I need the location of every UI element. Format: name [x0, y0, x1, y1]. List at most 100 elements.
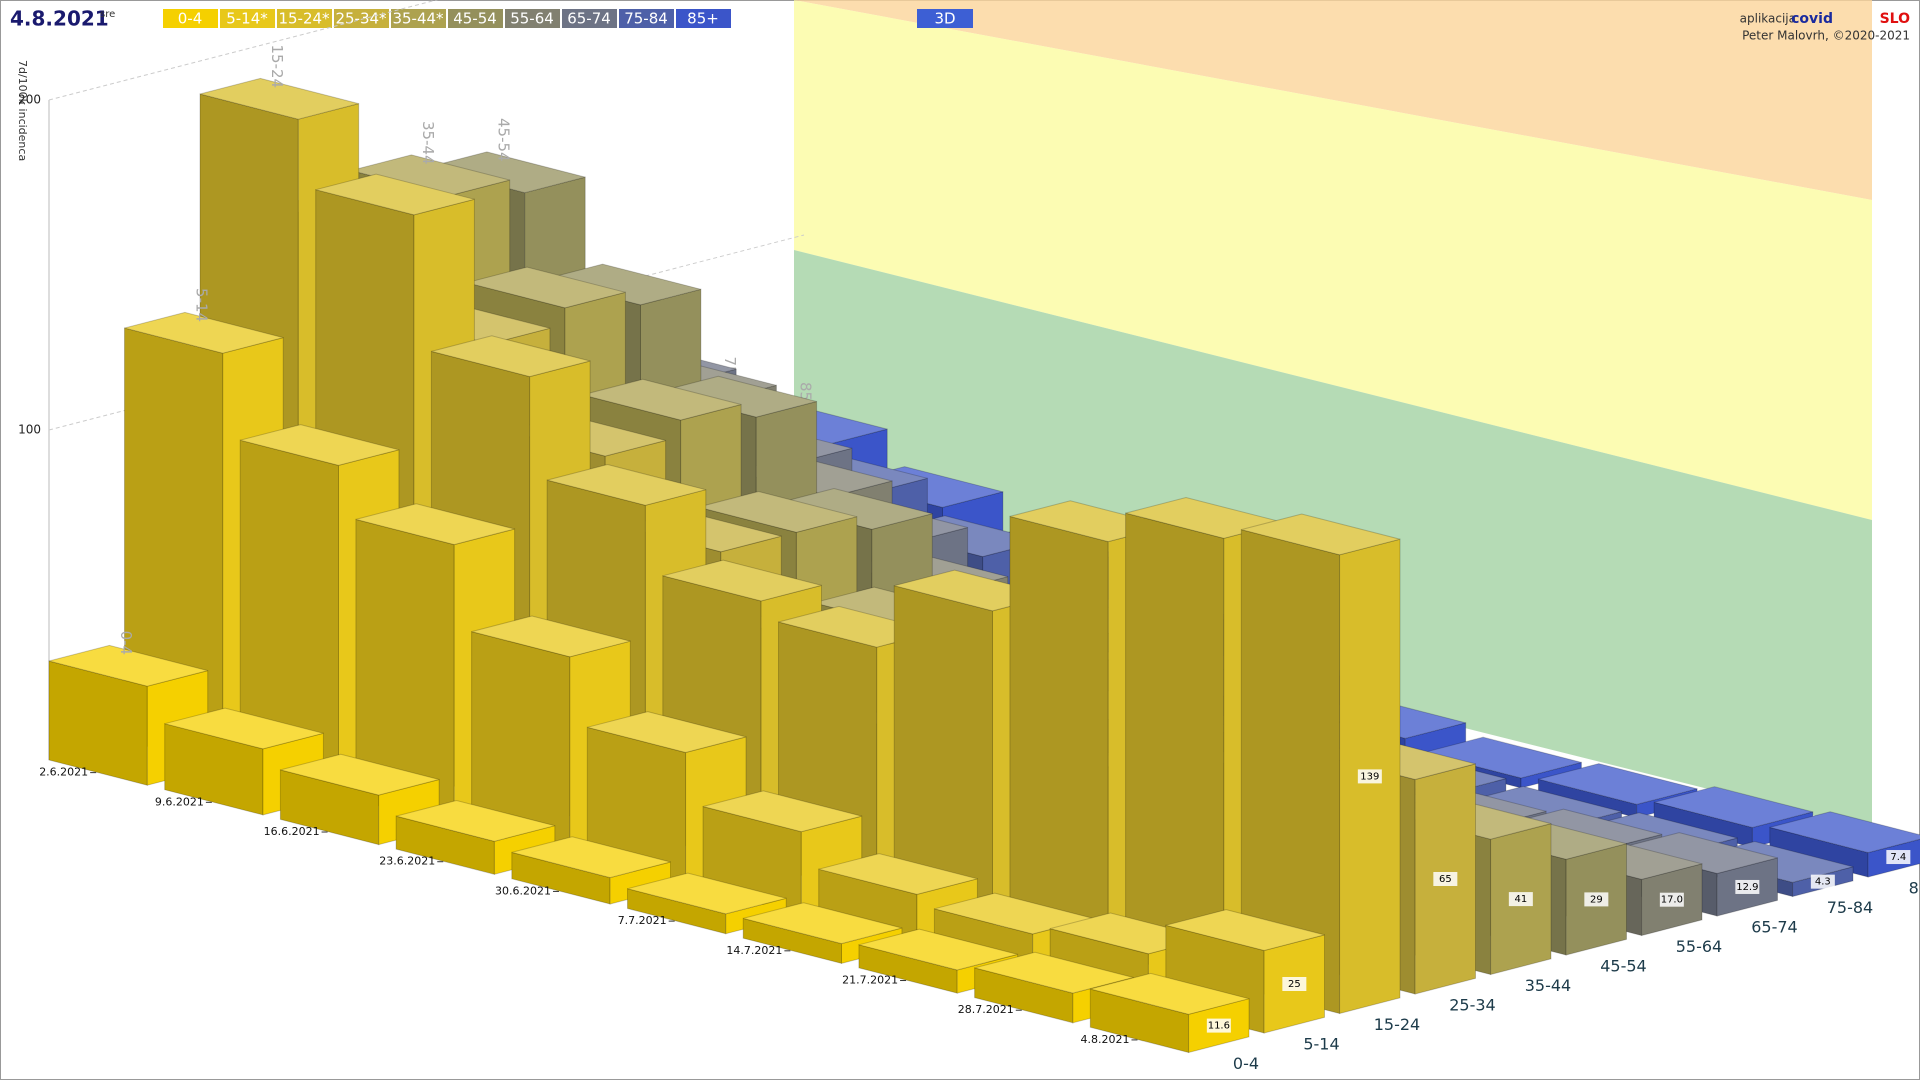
app-name-b: SLO: [1880, 11, 1911, 27]
bar-top: [1165, 909, 1325, 952]
bar-top: [582, 378, 742, 421]
legend-swatch[interactable]: [391, 9, 446, 28]
app-prefix: aplikacija: [1740, 12, 1796, 26]
legend-swatch[interactable]: [619, 9, 674, 28]
legend-swatch[interactable]: [163, 9, 218, 28]
legend-label: 45-54: [453, 10, 497, 28]
legend-swatch[interactable]: [220, 9, 275, 28]
bar-top: [587, 711, 747, 754]
value-label: 25: [1288, 979, 1301, 990]
category-label: 65-74: [1751, 918, 1798, 937]
value-label-bg: [1886, 850, 1911, 865]
value-label: 7.4: [1890, 852, 1906, 863]
legend-swatch[interactable]: [562, 9, 617, 28]
bar-side: [1125, 512, 1225, 985]
bar-top: [818, 853, 978, 895]
value-label-bg: [1810, 874, 1835, 889]
value-label-bg: [1206, 1018, 1231, 1033]
legend: 0-4 5-14* 15-24* 25-34* 35-44* 45-54 55-64 65-7…: [163, 9, 731, 28]
app-name-a: covid: [1791, 11, 1833, 27]
value-label: 29: [1590, 894, 1603, 905]
value-label: 17.0: [1661, 895, 1683, 906]
bar-top: [743, 902, 903, 945]
bar-side: [1009, 515, 1109, 955]
legend-label: 65-74: [567, 10, 611, 28]
value-label-bg: [1584, 892, 1609, 907]
value-label: 65: [1439, 874, 1452, 885]
bar: 139: [1240, 513, 1401, 1015]
bar-top: [1653, 786, 1813, 829]
category-label: 0-4: [1233, 1054, 1259, 1073]
category-label: 5-14: [1303, 1035, 1339, 1054]
x-tick-label: 4.8.2021: [1080, 1033, 1129, 1046]
x-tick-label: 21.7.2021: [842, 974, 898, 987]
bar-top: [355, 503, 515, 546]
value-label-bg: [1508, 892, 1533, 907]
bar-top: [124, 311, 284, 354]
back-category-label: 15-24: [268, 45, 286, 89]
bar-top: [662, 559, 822, 602]
y-tick-label: 200: [18, 93, 41, 107]
category-label: 25-34: [1449, 996, 1496, 1015]
x-tick-label: 2.6.2021: [39, 766, 88, 779]
category-label: 15-24: [1374, 1015, 1421, 1034]
x-tick-label: 9.6.2021: [155, 795, 204, 808]
category-label: 35-44: [1525, 976, 1572, 995]
x-tick-label: 28.7.2021: [958, 1003, 1014, 1016]
back-category-label: 5-14: [193, 288, 211, 322]
bar-top: [627, 872, 787, 915]
bar-top: [1241, 513, 1401, 556]
legend-label: 25-34*: [335, 10, 387, 28]
date-title: 4.8.2021: [10, 7, 109, 31]
bar-top: [697, 490, 857, 533]
bar-top: [431, 335, 591, 378]
legend-swatch[interactable]: [676, 9, 731, 28]
back-category-label: 0-4: [117, 631, 135, 656]
bar-top: [471, 615, 631, 658]
weekday: sre: [100, 9, 115, 20]
value-label-bg: [1433, 871, 1458, 886]
bar-top: [546, 463, 706, 506]
bar-top: [974, 951, 1134, 994]
category-label: 75-84: [1827, 898, 1874, 917]
bar: 11.6: [1089, 972, 1250, 1054]
bar-top: [164, 707, 324, 750]
value-label: 139: [1360, 771, 1379, 782]
bar-top: [511, 836, 671, 879]
bar: [279, 753, 440, 846]
bar-top: [315, 173, 475, 216]
legend-swatch[interactable]: [277, 9, 332, 28]
bar: [511, 836, 671, 905]
legend-label: 75-84: [624, 10, 668, 28]
value-label-bg: [1282, 976, 1307, 991]
bar-top: [1769, 811, 1920, 854]
value-label: 12.9: [1736, 882, 1758, 893]
bar: 25: [1165, 909, 1325, 1034]
bar: [974, 951, 1134, 1024]
mode-button[interactable]: [917, 9, 973, 28]
category-label: 55-64: [1676, 937, 1723, 956]
bar-top: [466, 266, 626, 309]
bar-top: [48, 644, 208, 687]
legend-swatch[interactable]: [505, 9, 560, 28]
mode-label[interactable]: 3D: [934, 10, 955, 28]
bar-top: [395, 799, 555, 842]
bar-top: [280, 753, 440, 796]
grid-line: [48, 0, 439, 101]
category-label: 45-54: [1600, 957, 1647, 976]
credit: Peter Malovrh, ©2020-2021: [1742, 29, 1910, 43]
value-label: 4.3: [1815, 877, 1831, 888]
legend-label: 35-44*: [392, 10, 444, 28]
bar-top: [858, 928, 1018, 971]
legend-label: 5-14*: [226, 10, 268, 28]
back-category-label: 45-54: [495, 118, 513, 162]
value-label-bg: [1659, 892, 1684, 907]
legend-swatch[interactable]: [448, 9, 503, 28]
band-yellow: [794, 0, 1872, 520]
category-label: 85+: [1909, 879, 1920, 898]
bar-top: [1422, 736, 1582, 779]
bar: [742, 902, 903, 965]
x-tick-label: 7.7.2021: [618, 914, 667, 927]
y-axis-label: 7d/100k incidenca: [16, 60, 29, 161]
